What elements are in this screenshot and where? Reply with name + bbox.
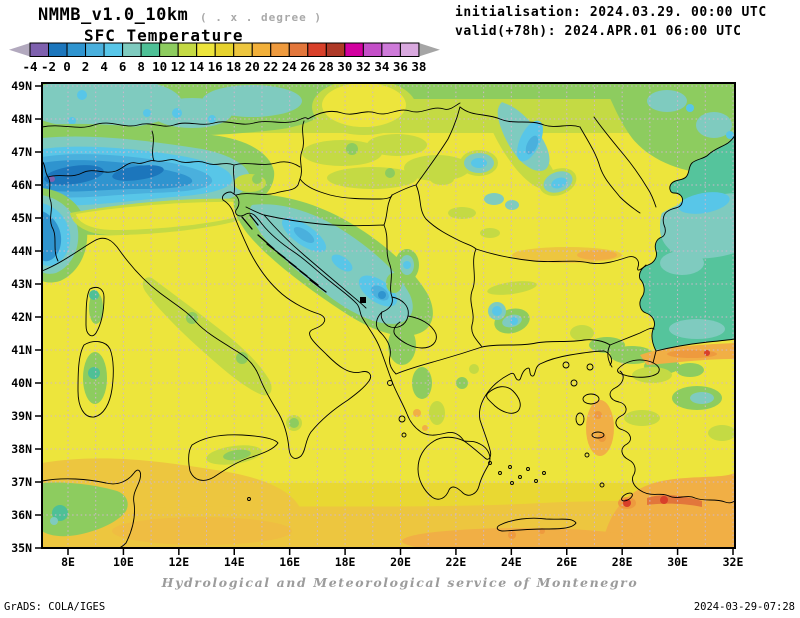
service-credit: Hydrological and Meteorological service …: [161, 575, 639, 590]
model-title: NMMB_v1.0_10km: [38, 5, 189, 25]
colorbar-tick-label: 10: [152, 59, 167, 74]
colorbar-cell: [325, 42, 346, 57]
axis-ticks: [35, 85, 734, 555]
colorbar-cell: [399, 42, 420, 57]
colorbar-arrows: [9, 43, 440, 57]
lat-tick-label: 49N: [11, 80, 32, 93]
colorbar-cell: [251, 42, 272, 57]
colorbar-tick-label: -2: [41, 59, 56, 74]
colorbar-cell: [122, 42, 142, 57]
model-note: ( . x . degree ): [200, 11, 322, 24]
lat-tick-label: 45N: [11, 211, 32, 225]
lon-tick-label: 24E: [501, 555, 522, 569]
colorbar-tick-label: 32: [356, 59, 371, 74]
lon-tick-label: 16E: [279, 555, 300, 569]
creation-timestamp: 2024-03-29-07:28: [693, 601, 795, 613]
colorbar-tick-label: 18: [226, 59, 241, 74]
colorbar-cells: [29, 42, 420, 57]
colorbar-cell: [270, 42, 290, 57]
colorbar-tick-label: 2: [82, 59, 90, 74]
temperature-map: 49N 48N 47N 46N 45N 44N 43N 42N 41N 40N 39N 38N 37N 3…: [11, 80, 743, 569]
colorbar-tick-label: 6: [119, 59, 127, 74]
colorbar-tick-label: 30: [337, 59, 352, 74]
colorbar-cell: [159, 42, 179, 57]
lon-tick-label: 30E: [667, 555, 688, 569]
colorbar-cell: [214, 42, 235, 57]
colorbar-cell: [140, 42, 161, 57]
colorbar-over-arrow: [418, 43, 440, 57]
lon-tick-label: 8E: [61, 555, 75, 569]
grid-lines: [42, 83, 735, 548]
axis-labels: 49N 48N 47N 46N 45N 44N 43N 42N 41N 40N 39N 38N 37N 3…: [11, 80, 743, 569]
lon-tick-label: 28E: [612, 555, 633, 569]
colorbar-tick-label: 14: [189, 59, 204, 74]
colorbar-cell: [177, 42, 198, 57]
lat-tick-label: 40N: [11, 376, 32, 390]
podgorica-marker: [360, 297, 366, 303]
colorbar-cell: [288, 42, 309, 57]
lon-tick-label: 18E: [335, 555, 356, 569]
lat-tick-label: 36N: [11, 508, 32, 522]
lon-tick-label: 22E: [446, 555, 467, 569]
colorbar-cell: [233, 42, 253, 57]
temperature-colorbar: -4 -2 0 2 4 6 8 10 12 14 16 18 20 22 24 26 28 30 32 34 36 38: [9, 42, 440, 74]
colorbar-cell: [103, 42, 124, 57]
colorbar-tick-label: 22: [263, 59, 278, 74]
colorbar-cell: [344, 42, 364, 57]
colorbar-cell: [66, 42, 87, 57]
colorbar-cell: [307, 42, 327, 57]
colorbar-cell: [196, 42, 216, 57]
colorbar-tick-label: 12: [171, 59, 186, 74]
lon-tick-label: 12E: [168, 555, 189, 569]
lat-tick-label: 37N: [11, 475, 32, 489]
colorbar-tick-label: 34: [374, 59, 389, 74]
temperature-field: [42, 83, 735, 548]
lon-tick-label: 32E: [723, 555, 744, 569]
colorbar-tick-label: 26: [300, 59, 315, 74]
lon-tick-label: 14E: [224, 555, 245, 569]
lon-tick-label: 10E: [113, 555, 134, 569]
grads-credit: GrADS: COLA/IGES: [4, 601, 106, 613]
lat-tick-label: 38N: [11, 442, 32, 456]
lat-tick-label: 47N: [11, 145, 32, 159]
colorbar-tick-label: 16: [208, 59, 223, 74]
lon-tick-label: 20E: [390, 555, 411, 569]
colorbar-tick-label: 20: [245, 59, 260, 74]
colorbar-cell: [48, 42, 68, 57]
colorbar-tick-label: 28: [319, 59, 334, 74]
colorbar-cell: [29, 42, 50, 57]
valid-time: valid(+78h): 2024.APR.01 06:00 UTC: [455, 24, 742, 39]
field-title: SFC Temperature: [84, 26, 244, 45]
colorbar-tick-label: 38: [411, 59, 426, 74]
colorbar-tick-label: 0: [63, 59, 71, 74]
colorbar-tick-label: 4: [100, 59, 108, 74]
lat-tick-label: 42N: [11, 310, 32, 324]
colorbar-cell: [85, 42, 105, 57]
lat-tick-label: 44N: [11, 244, 32, 258]
colorbar-tick-label: 8: [137, 59, 145, 74]
lat-tick-label: 43N: [11, 277, 32, 291]
colorbar-tick-label: 36: [393, 59, 408, 74]
colorbar-labels: -4 -2 0 2 4 6 8 10 12 14 16 18 20 22 24 26 28 30 32 34 36 38: [22, 59, 426, 74]
colorbar-tick-label: -4: [22, 59, 37, 74]
colorbar-cell: [381, 42, 401, 57]
map-frame: [41, 82, 736, 549]
colorbar-cell: [362, 42, 383, 57]
country-borders: [41, 102, 736, 549]
lat-tick-label: 48N: [11, 112, 32, 126]
lat-tick-label: 46N: [11, 178, 32, 192]
lat-tick-label: 35N: [11, 541, 32, 555]
colorbar-tick-label: 24: [282, 59, 297, 74]
lat-tick-label: 41N: [11, 343, 32, 357]
lat-tick-label: 39N: [11, 409, 32, 423]
initialisation-time: initialisation: 2024.03.29. 00:00 UTC: [455, 5, 767, 20]
colorbar-under-arrow: [9, 43, 30, 57]
lon-tick-label: 26E: [556, 555, 577, 569]
